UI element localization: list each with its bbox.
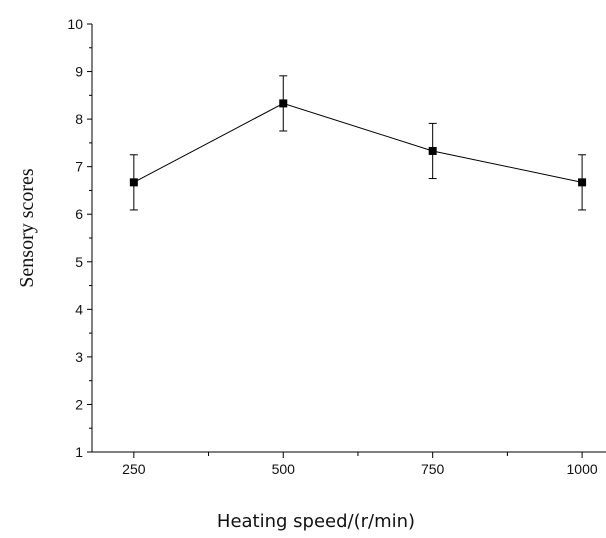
series-line xyxy=(133,102,583,183)
y-axis-title: Sensory scores xyxy=(16,168,38,288)
x-tick-label: 1000 xyxy=(567,461,598,477)
data-point xyxy=(428,146,437,155)
y-tick-label: 8 xyxy=(75,111,83,127)
y-tick-label: 4 xyxy=(75,301,83,317)
plot-area xyxy=(129,75,587,211)
y-tick-label: 10 xyxy=(67,16,83,32)
x-tick-label: 750 xyxy=(421,461,445,477)
y-tick-label: 1 xyxy=(75,444,83,460)
data-point xyxy=(578,178,587,187)
axes: 1 2 3 4 5 6 7 8 9 10 250 500 750 1000 xyxy=(67,16,606,477)
x-tick-label: 500 xyxy=(272,461,296,477)
y-tick-label: 9 xyxy=(75,64,83,80)
x-tick-label: 250 xyxy=(122,461,146,477)
y-tick-label: 2 xyxy=(75,396,83,412)
y-tick-label: 3 xyxy=(75,349,83,365)
y-tick-label: 5 xyxy=(75,254,83,270)
y-tick-label: 7 xyxy=(75,159,83,175)
y-tick-label: 6 xyxy=(75,206,83,222)
x-axis-title: Heating speed/(r/min) xyxy=(217,511,415,532)
data-point xyxy=(129,178,138,187)
data-point xyxy=(279,99,288,108)
